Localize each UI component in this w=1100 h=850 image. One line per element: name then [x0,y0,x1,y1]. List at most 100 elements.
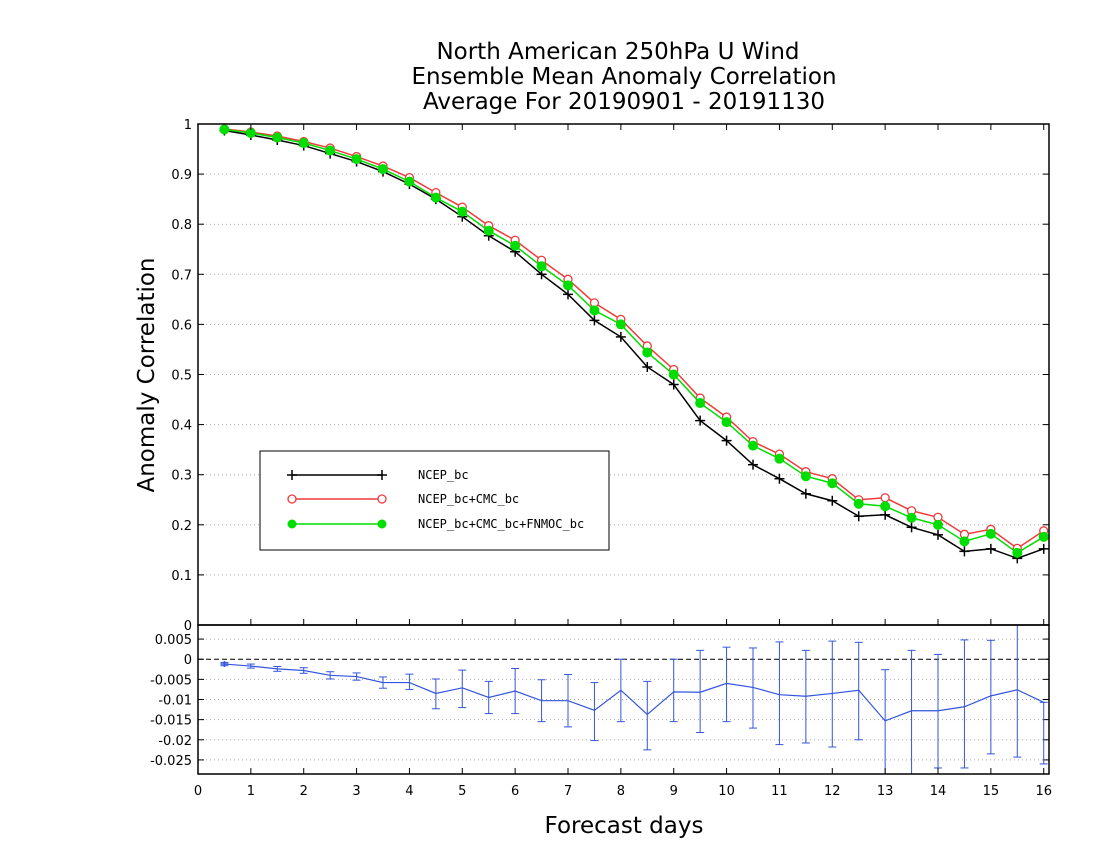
data-point-3 [430,192,441,203]
bottom-y-tick-label: -0.025 [150,754,192,769]
legend-marker [287,519,297,529]
error-bar [986,639,995,755]
x-tick-label: 2 [300,784,308,799]
top-y-tick-label: 0.5 [171,369,192,384]
data-point-3 [589,305,600,316]
data-point-3 [378,164,388,175]
data-point-3 [219,124,230,135]
data-point-2 [880,493,890,503]
top-y-tick-label: 0.9 [171,168,192,183]
data-point-3 [483,225,494,236]
data-point-3 [272,132,283,143]
x-tick-label: 3 [352,784,360,799]
bottom-y-tick-label: -0.015 [150,714,192,729]
data-point-3 [959,536,970,547]
top-y-tick-label: 0.6 [171,318,192,333]
data-point-1 [827,495,838,506]
chart-title-line-3: Average For 20190901 - 20191130 [423,89,825,115]
legend-marker [287,470,297,480]
bottom-panel-series [220,625,1048,774]
difference-marker [220,661,229,668]
legend-marker [287,494,297,504]
legend-item-2: NCEP_bc+CMC_bc [287,492,519,506]
chart-title-line-2: Ensemble Mean Anomaly Correlation [411,64,836,90]
error-bar [590,682,599,742]
top-panel-series [219,124,1049,564]
x-tick-label: 0 [194,784,202,799]
data-point-1 [589,315,600,326]
x-tick-label: 5 [458,784,466,799]
x-tick-label: 12 [824,784,841,799]
data-point-3 [404,176,415,187]
data-point-1 [642,361,653,372]
data-point-3 [457,206,468,217]
data-point-3 [800,471,811,482]
difference-line [224,663,1044,722]
error-bar [405,673,414,690]
data-point-1 [1038,543,1049,554]
data-point-3 [668,369,679,380]
legend-item-3: NCEP_bc+CMC_bc+FNMOC_bc [287,517,584,531]
x-tick-label: 16 [1035,784,1052,799]
data-point-3 [748,440,758,451]
error-bar [696,649,705,734]
bottom-y-tick-label: 0 [184,653,192,668]
x-tick-label: 7 [564,784,572,799]
legend-box [259,450,610,551]
legend-label: NCEP_bc [418,468,469,482]
x-tick-label: 14 [930,784,947,799]
legend-marker [377,470,387,480]
data-point-3 [351,154,362,165]
data-point-1 [774,473,785,484]
bottom-panel-y-axis: 0.005 0 -0.005 -0.01 -0.015 -0.02 -0.025 [150,633,1049,769]
data-point-1 [748,459,758,470]
top-y-tick-label: 0.3 [171,469,192,484]
bottom-y-tick-label: -0.02 [158,734,192,749]
data-point-3 [298,138,309,149]
legend: NCEP_bc NCEP_bc+CMC_bc NCEP_bc+CMC_bc+FNMO… [259,450,610,551]
data-point-3 [906,512,917,523]
data-point-3 [536,261,547,272]
chart-title-line-1: North American 250hPa U Wind [436,39,799,65]
legend-marker [377,519,387,529]
error-bar [643,680,652,751]
x-tick-label: 13 [877,784,894,799]
data-point-3 [642,347,653,358]
data-point-3 [325,145,336,156]
x-tick-label: 15 [983,784,1000,799]
x-axis: 0 1 2 3 4 5 6 7 8 9 10 11 12 13 14 15 16 [194,124,1052,799]
bottom-y-tick-label: -0.005 [150,673,192,688]
data-point-1 [721,435,732,446]
data-point-1 [615,331,626,342]
data-point-1 [695,415,706,426]
bottom-y-tick-label: -0.01 [158,694,192,709]
data-point-3 [721,417,732,428]
error-bar [775,641,784,746]
series-line-1 [224,129,1044,560]
data-point-1 [668,379,679,390]
x-tick-label: 10 [718,784,735,799]
top-y-tick-label: 0.2 [171,519,192,534]
error-bar [907,649,916,774]
error-bar [1013,625,1022,758]
top-panel-y-axis: 0 0.1 0.2 0.3 0.4 0.5 0.6 0.7 0.8 0.9 1 [171,118,1049,634]
error-bar [722,646,731,723]
error-bar [669,658,678,723]
data-point-1 [959,546,970,557]
data-point-3 [880,501,891,512]
error-bar [828,640,837,748]
legend-marker [377,494,387,504]
x-tick-label: 4 [405,784,413,799]
x-tick-label: 11 [771,784,788,799]
x-tick-label: 8 [617,784,625,799]
legend-label: NCEP_bc+CMC_bc [418,492,519,506]
data-point-3 [1038,531,1049,542]
y-axis-title: Anomaly Correlation [134,257,160,492]
data-point-3 [827,478,838,489]
top-y-tick-label: 1 [184,118,192,133]
data-point-3 [774,453,785,464]
legend-item-1: NCEP_bc [287,468,469,482]
data-point-3 [853,498,864,509]
data-point-1 [906,522,917,533]
